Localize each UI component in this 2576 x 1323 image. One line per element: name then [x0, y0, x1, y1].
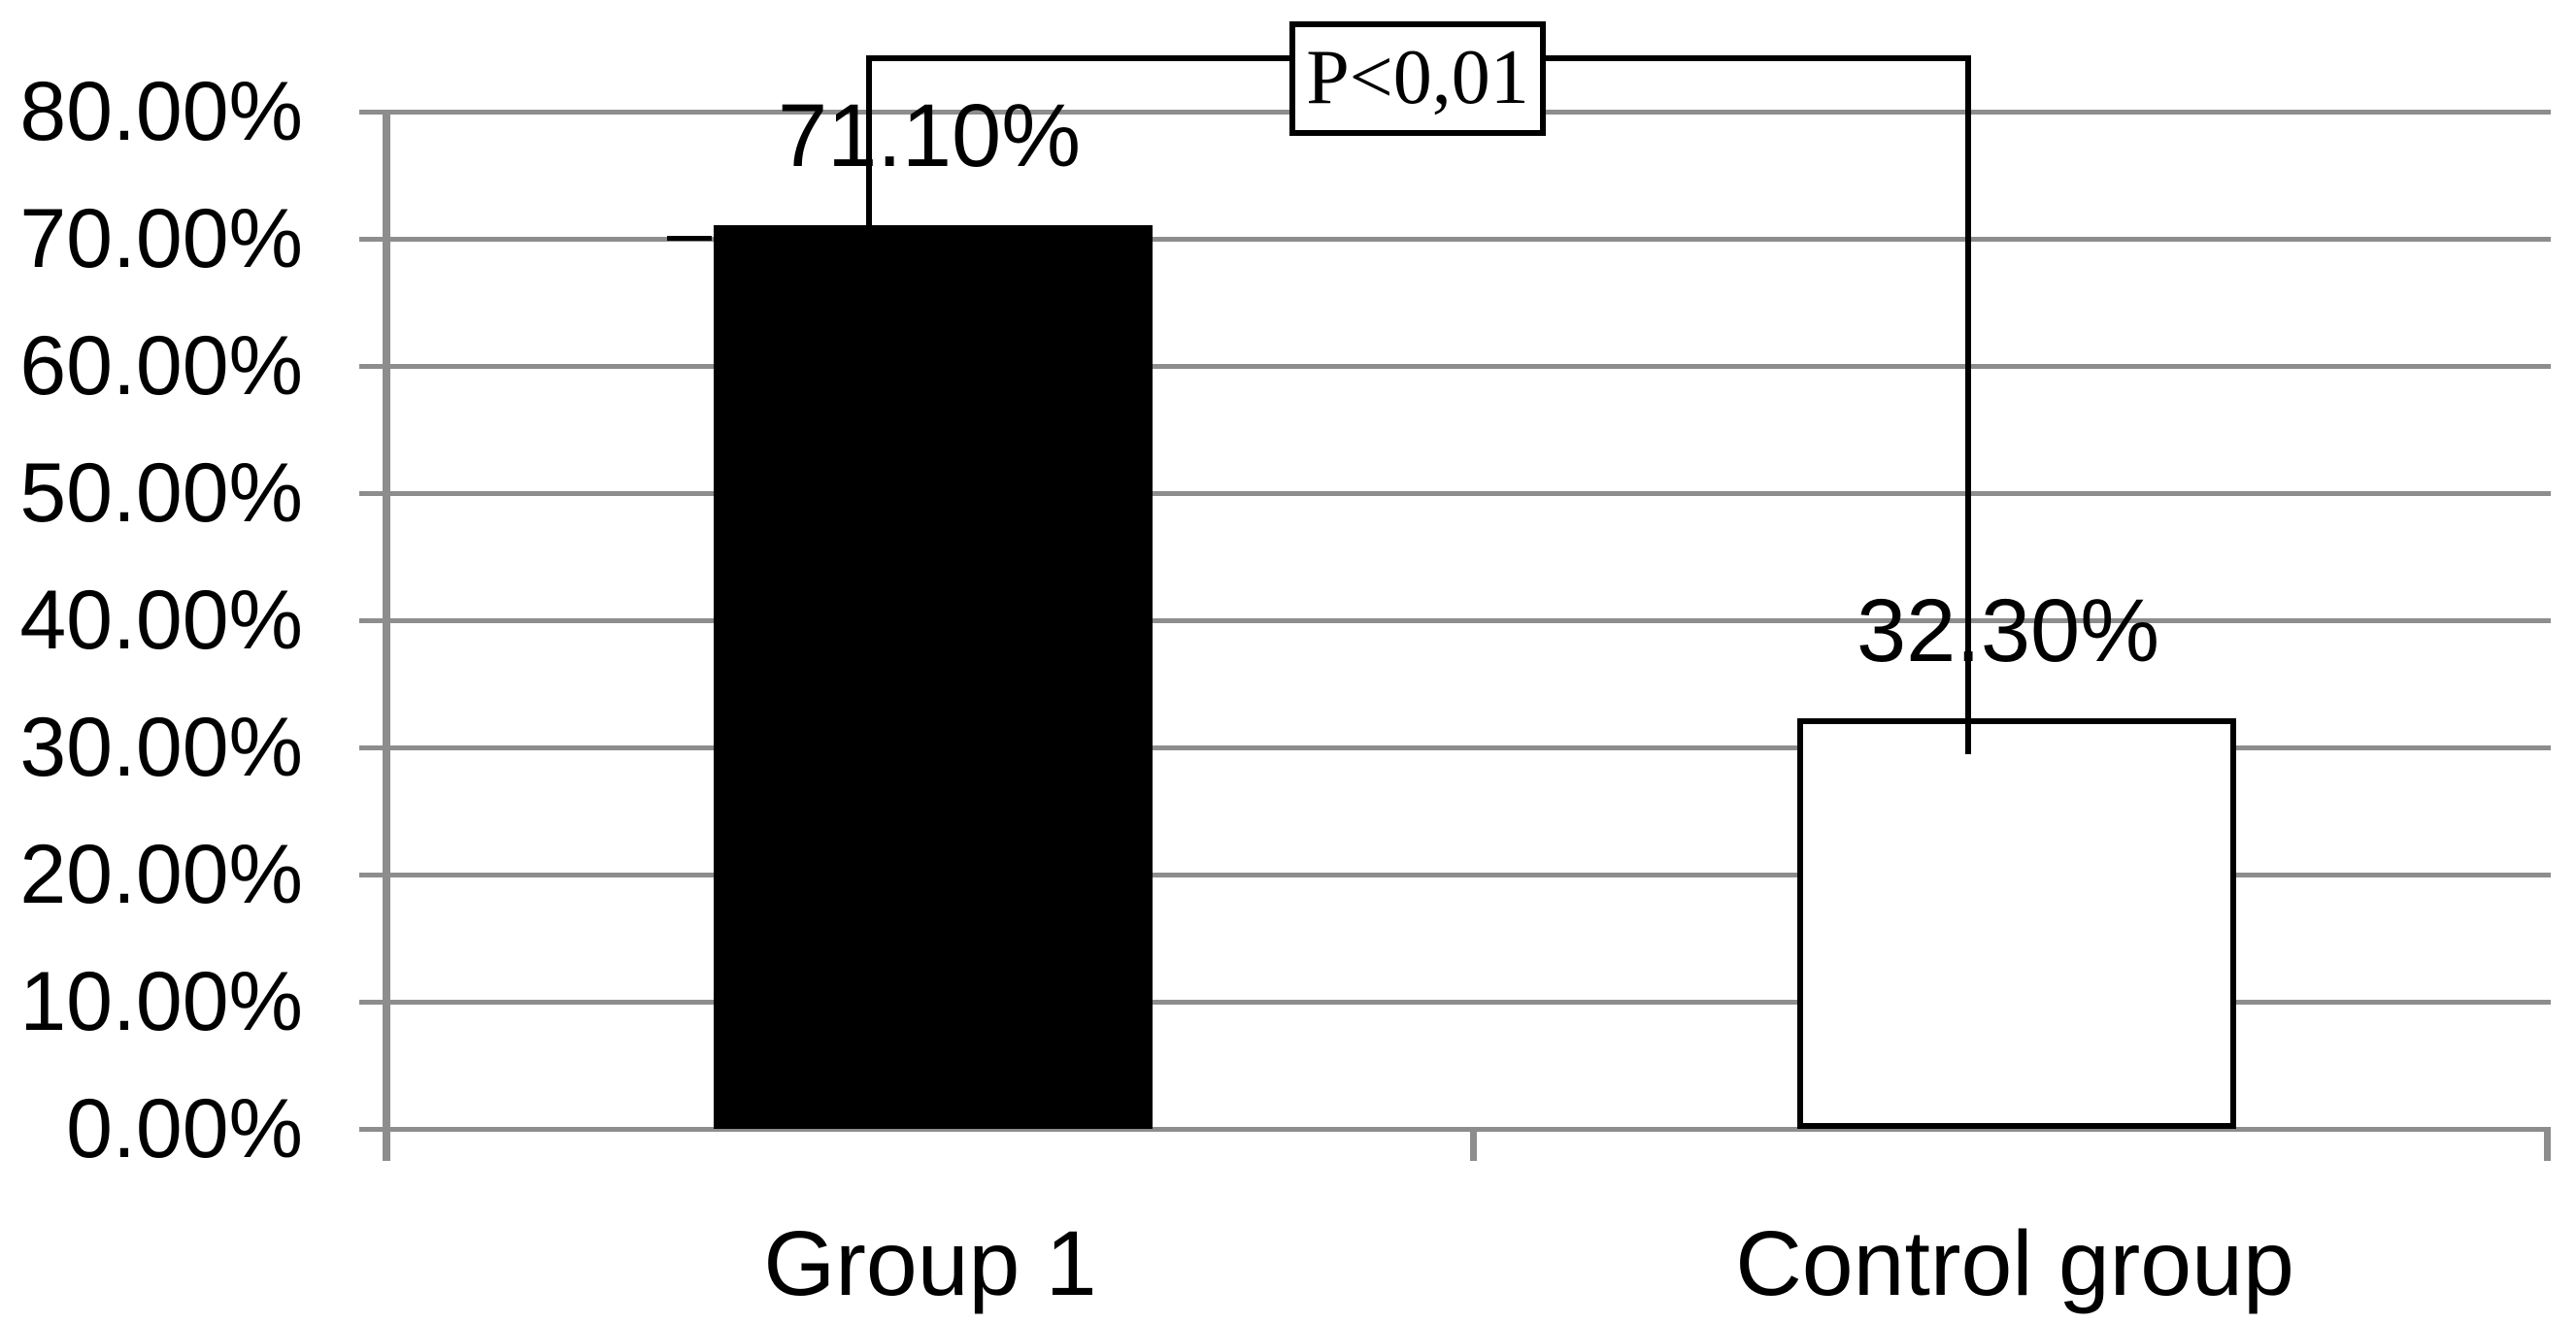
y-gridline	[359, 618, 2551, 623]
y-tick-label: 80.00%	[19, 65, 303, 158]
category-label: Control group	[1735, 1212, 2294, 1315]
significance-label-box: P<0,01	[1289, 21, 1546, 136]
value-label: 71.10%	[777, 86, 1082, 185]
y-tick-label: 0.00%	[66, 1082, 303, 1175]
significance-bracket-vertical-right	[1965, 55, 1971, 754]
x-axis-tick	[1470, 1129, 1477, 1161]
significance-bracket-vertical-left	[866, 55, 872, 294]
y-tick-label: 50.00%	[19, 447, 303, 540]
y-gridline	[359, 873, 2551, 877]
y-tick-label: 30.00%	[19, 701, 303, 794]
y-tick-label: 70.00%	[19, 192, 303, 285]
y-gridline	[359, 745, 2551, 750]
y-tick-label: 60.00%	[19, 319, 303, 413]
y-tick-label: 20.00%	[19, 828, 303, 921]
bar-control-group	[1797, 718, 2236, 1129]
error-bar-cap	[667, 236, 712, 241]
significance-label: P<0,01	[1306, 35, 1529, 120]
x-axis-tick	[2544, 1129, 2551, 1161]
y-gridline	[359, 491, 2551, 496]
category-label: Group 1	[763, 1212, 1097, 1315]
y-gridline	[359, 1127, 2551, 1132]
y-tick-label: 40.00%	[19, 574, 303, 667]
y-tick-label: 10.00%	[19, 955, 303, 1048]
y-gridline	[359, 1000, 2551, 1005]
bar-group-1	[714, 225, 1153, 1129]
value-label: 32.30%	[1856, 581, 2160, 680]
y-axis-line	[383, 110, 390, 1161]
y-gridline	[359, 364, 2551, 369]
y-gridline	[359, 237, 2551, 242]
